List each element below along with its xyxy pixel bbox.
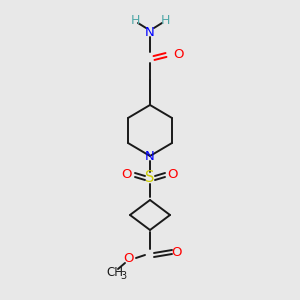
Text: CH: CH	[106, 266, 124, 280]
Text: O: O	[168, 169, 178, 182]
Text: N: N	[145, 26, 155, 38]
Text: O: O	[122, 169, 132, 182]
Text: S: S	[145, 170, 155, 185]
Text: H: H	[130, 14, 140, 26]
Text: O: O	[172, 245, 182, 259]
Text: N: N	[145, 149, 155, 163]
Text: H: H	[160, 14, 170, 26]
Text: O: O	[123, 251, 133, 265]
Text: O: O	[173, 49, 183, 62]
Text: 3: 3	[120, 271, 126, 281]
